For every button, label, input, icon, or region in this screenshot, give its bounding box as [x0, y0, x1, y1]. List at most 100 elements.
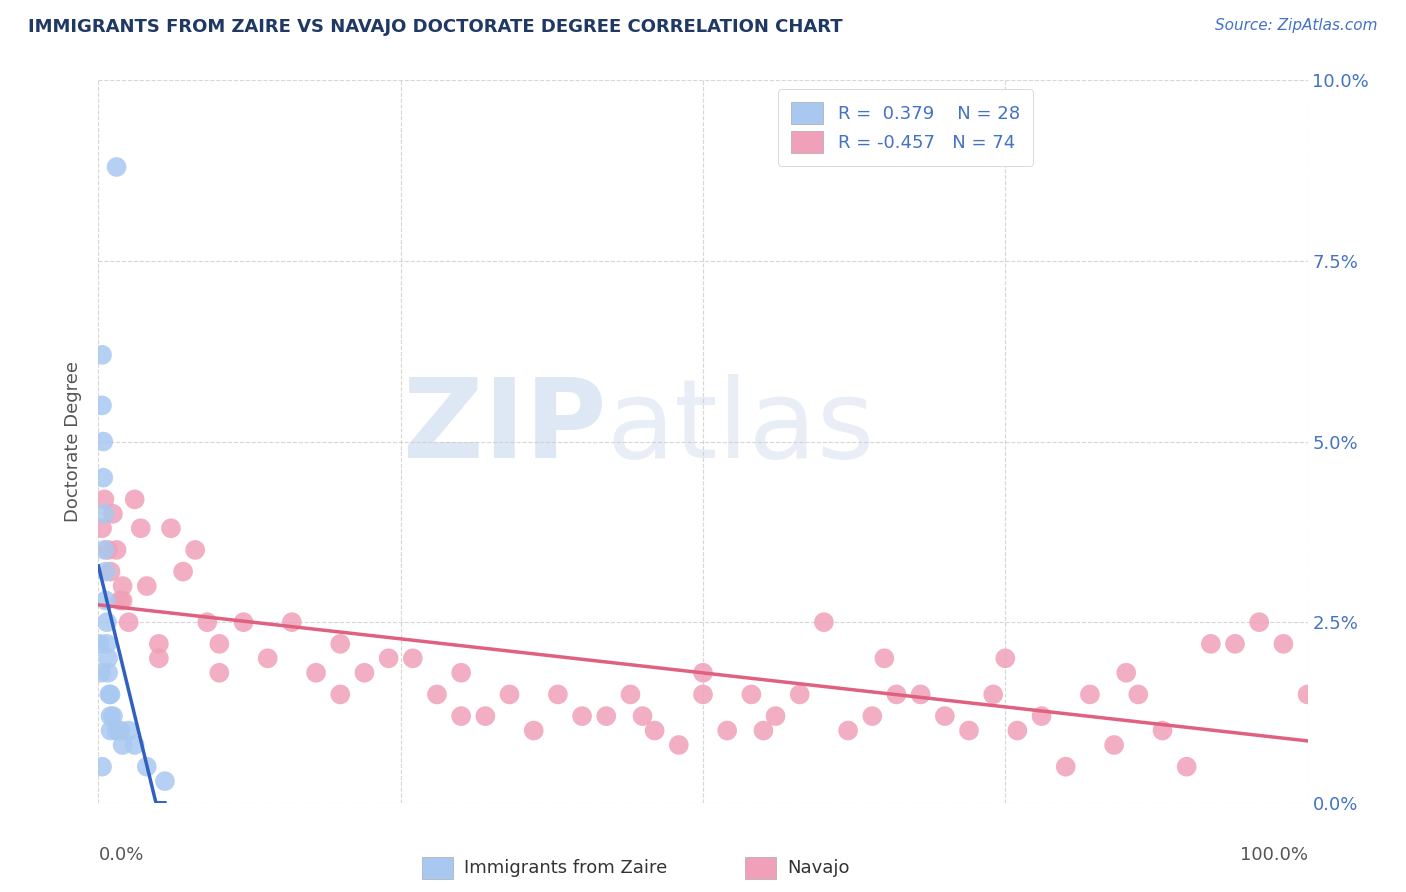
Point [668, 738, 690, 752]
Point [91, 760, 114, 774]
Point [498, 687, 520, 701]
Point [1249, 615, 1271, 630]
Point [981, 687, 1004, 701]
Point [910, 687, 932, 701]
Point [631, 709, 654, 723]
Point [108, 723, 131, 738]
Point [692, 665, 714, 680]
Point [256, 651, 278, 665]
Point [160, 521, 183, 535]
Point [91, 434, 114, 449]
Point [813, 615, 835, 630]
Point [1223, 637, 1246, 651]
Point [101, 507, 124, 521]
Point [860, 709, 883, 723]
Point [135, 760, 157, 774]
Point [1152, 723, 1174, 738]
Point [353, 665, 375, 680]
Point [450, 665, 472, 680]
Text: Navajo: Navajo [787, 859, 849, 877]
Point [765, 709, 787, 723]
Point [1128, 687, 1150, 701]
Point [93, 492, 115, 507]
Point [1175, 760, 1198, 774]
Point [94, 565, 117, 579]
Point [100, 709, 122, 723]
Point [124, 492, 146, 507]
Point [740, 687, 762, 701]
Point [716, 723, 738, 738]
Point [135, 579, 157, 593]
Point [644, 723, 666, 738]
Point [595, 709, 617, 723]
Text: Source: ZipAtlas.com: Source: ZipAtlas.com [1215, 18, 1378, 33]
Point [523, 723, 546, 738]
Point [232, 615, 254, 630]
Text: Immigrants from Zaire: Immigrants from Zaire [464, 859, 668, 877]
Point [118, 723, 141, 738]
Point [305, 665, 328, 680]
Point [752, 723, 775, 738]
Point [91, 471, 114, 485]
Point [172, 565, 194, 579]
Point [105, 160, 128, 174]
Text: 100.0%: 100.0% [1240, 847, 1308, 864]
Point [281, 615, 304, 630]
Point [91, 521, 114, 535]
Point [329, 687, 352, 701]
Point [89, 637, 111, 651]
Point [91, 348, 114, 362]
Point [100, 687, 122, 701]
Point [208, 665, 231, 680]
Point [153, 774, 176, 789]
Point [1078, 687, 1101, 701]
Point [1115, 665, 1137, 680]
Point [934, 709, 956, 723]
Point [100, 565, 122, 579]
Point [208, 637, 231, 651]
Legend: R =  0.379    N = 28, R = -0.457   N = 74: R = 0.379 N = 28, R = -0.457 N = 74 [778, 89, 1032, 166]
Point [1031, 709, 1053, 723]
Point [105, 542, 128, 557]
Point [1054, 760, 1077, 774]
Point [886, 687, 908, 701]
Point [91, 398, 114, 412]
Point [93, 542, 115, 557]
Point [789, 687, 811, 701]
Point [111, 579, 134, 593]
Point [1296, 687, 1319, 701]
Point [105, 723, 128, 738]
Y-axis label: Doctorate Degree: Doctorate Degree [65, 361, 83, 522]
Point [1272, 637, 1295, 651]
Point [1007, 723, 1029, 738]
Point [692, 687, 714, 701]
Point [1102, 738, 1125, 752]
Point [957, 723, 980, 738]
Point [148, 637, 170, 651]
Point [450, 709, 472, 723]
Point [195, 615, 218, 630]
Point [474, 709, 496, 723]
Point [94, 593, 117, 607]
Point [129, 521, 152, 535]
Point [101, 709, 124, 723]
Point [118, 615, 141, 630]
Point [97, 542, 120, 557]
Point [619, 687, 641, 701]
Text: ZIP: ZIP [404, 374, 606, 481]
Point [124, 738, 146, 752]
Point [93, 507, 115, 521]
Point [547, 687, 569, 701]
Point [329, 637, 352, 651]
Point [873, 651, 896, 665]
Point [837, 723, 859, 738]
Point [1199, 637, 1222, 651]
Point [148, 651, 170, 665]
Point [96, 615, 118, 630]
Point [571, 709, 593, 723]
Point [426, 687, 449, 701]
Point [108, 593, 131, 607]
Text: IMMIGRANTS FROM ZAIRE VS NAVAJO DOCTORATE DEGREE CORRELATION CHART: IMMIGRANTS FROM ZAIRE VS NAVAJO DOCTORAT… [28, 18, 842, 36]
Point [184, 542, 207, 557]
Text: 0.0%: 0.0% [98, 847, 143, 864]
